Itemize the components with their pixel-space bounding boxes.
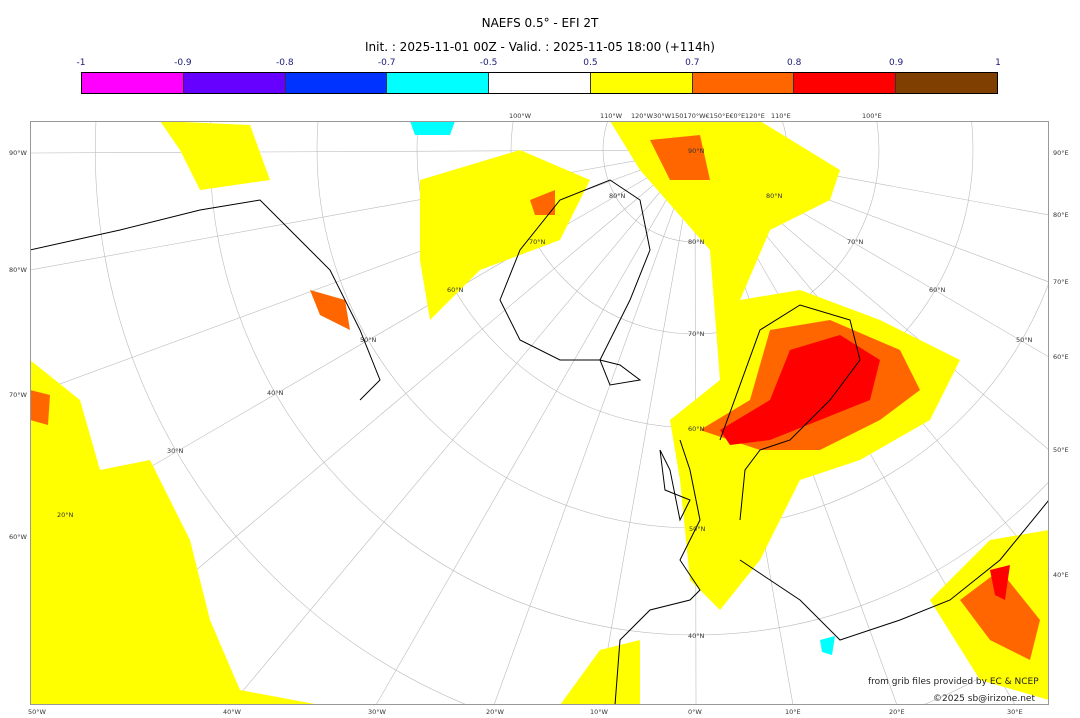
axis-label: 70°N <box>688 330 705 338</box>
axis-label: 30°W <box>368 708 386 716</box>
axis-label: 40°N <box>688 632 705 640</box>
axis-label: 80°E <box>1053 211 1069 219</box>
colorbar-tick: -0.8 <box>275 58 294 68</box>
coastlines <box>31 179 1048 704</box>
axis-label: 90°N <box>688 147 705 155</box>
axis-label: 90°E <box>1053 149 1069 157</box>
axis-label: 120°W30°W150170°W€150°E€0°E120°E <box>631 112 765 120</box>
axis-label: 50°E <box>1053 446 1069 454</box>
axis-label: 60°E <box>1053 353 1069 361</box>
axis-label: 0°W <box>688 708 702 716</box>
colorbar <box>81 72 998 94</box>
colorbar-segment <box>692 73 795 93</box>
axis-label: 70°N <box>847 238 864 246</box>
colorbar-tick: -0.7 <box>377 58 396 68</box>
colorbar-segment <box>590 73 693 93</box>
colorbar-tick: -0.5 <box>479 58 498 68</box>
axis-label: 30°N <box>167 447 184 455</box>
colorbar-segment <box>489 73 591 93</box>
colorbar-tick: 0.7 <box>685 58 700 68</box>
colorbar-tick: -1 <box>76 58 86 68</box>
axis-label: 10°W <box>590 708 608 716</box>
axis-label: 20°W <box>486 708 504 716</box>
copyright: ©2025 sb@irizone.net <box>933 694 1035 704</box>
colorbar-segment <box>387 73 490 93</box>
axis-label: 20°E <box>889 708 905 716</box>
axis-label: 90°W <box>9 149 27 157</box>
axis-label: 100°W <box>509 112 532 120</box>
axis-label: 70°E <box>1053 278 1069 286</box>
axis-label: 20°N <box>57 511 74 519</box>
axis-label: 80°W <box>9 266 27 274</box>
axis-label: 110°W <box>600 112 623 120</box>
axis-label: 40°E <box>1053 571 1069 579</box>
axis-label: 40°N <box>267 389 284 397</box>
axis-label: 60°W <box>9 533 27 541</box>
axis-label: 100°E <box>862 112 882 120</box>
colorbar-tick: 1 <box>995 58 1001 68</box>
colorbar-segment <box>794 73 897 93</box>
colorbar-segment <box>285 73 388 93</box>
axis-label: 50°N <box>1016 336 1033 344</box>
axis-label: 50°N <box>360 336 377 344</box>
efi-cyan-areas <box>410 122 835 655</box>
map-subtitle: Init. : 2025-11-01 00Z - Valid. : 2025-1… <box>365 40 715 54</box>
axis-label: 70°N <box>529 238 546 246</box>
axis-label: 110°E <box>771 112 791 120</box>
axis-label: 60°N <box>447 286 464 294</box>
colorbar-tick: 0.5 <box>583 58 598 68</box>
axis-label: 80°N <box>688 238 705 246</box>
axis-label: 50°N <box>689 525 706 533</box>
map-svg <box>31 122 1048 704</box>
map-title: NAEFS 0.5° - EFI 2T <box>481 16 599 30</box>
map-area <box>30 121 1049 705</box>
axis-label: 40°W <box>223 708 241 716</box>
axis-label: 80°N <box>609 192 626 200</box>
axis-label: 60°N <box>688 425 705 433</box>
axis-label: 60°N <box>929 286 946 294</box>
colorbar-tick: -0.9 <box>174 58 192 68</box>
efi-red-areas <box>720 335 1010 600</box>
axis-label: 10°E <box>785 708 801 716</box>
colorbar-segment <box>183 73 286 93</box>
colorbar-segment <box>896 73 998 93</box>
source-credit: from grib files provided by EC & NCEP <box>868 677 1039 687</box>
colorbar-tick: 0.8 <box>787 58 802 68</box>
axis-label: 30°E <box>1007 708 1023 716</box>
axis-label: 50°W <box>28 708 46 716</box>
colorbar-tick: 0.9 <box>888 58 904 68</box>
colorbar-segment <box>82 73 184 93</box>
axis-label: 80°N <box>766 192 783 200</box>
axis-label: 70°W <box>9 391 27 399</box>
